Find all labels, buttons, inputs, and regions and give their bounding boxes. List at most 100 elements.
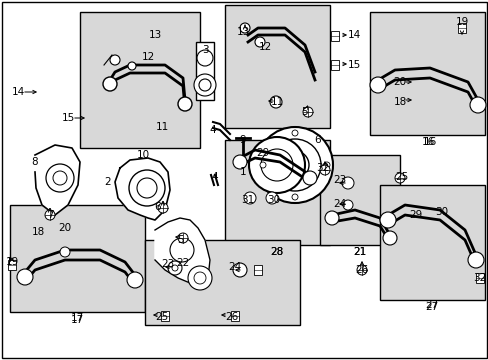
- Text: 3: 3: [201, 45, 208, 55]
- Text: 23: 23: [161, 259, 174, 269]
- Text: 24: 24: [228, 262, 241, 272]
- Text: 20: 20: [393, 77, 406, 87]
- Polygon shape: [155, 218, 209, 285]
- Text: 14: 14: [346, 30, 360, 40]
- Circle shape: [261, 149, 292, 181]
- Text: 18: 18: [31, 227, 44, 237]
- Circle shape: [291, 194, 297, 200]
- Circle shape: [469, 97, 485, 113]
- Circle shape: [158, 203, 168, 213]
- Text: 1: 1: [239, 167, 246, 177]
- Bar: [224, 140, 329, 245]
- Text: 11: 11: [270, 97, 283, 107]
- Text: 8: 8: [32, 157, 38, 167]
- Circle shape: [260, 162, 265, 168]
- Text: 14: 14: [11, 87, 24, 97]
- Circle shape: [382, 231, 396, 245]
- Text: 29: 29: [408, 210, 422, 220]
- Circle shape: [199, 79, 210, 91]
- Text: 13: 13: [236, 27, 249, 37]
- Circle shape: [257, 127, 332, 203]
- Circle shape: [379, 212, 395, 228]
- Circle shape: [232, 263, 246, 277]
- Text: 25: 25: [155, 312, 168, 322]
- Text: 18: 18: [392, 97, 406, 107]
- Circle shape: [194, 74, 216, 96]
- Text: 16: 16: [423, 137, 436, 147]
- Circle shape: [168, 261, 182, 275]
- Circle shape: [265, 192, 278, 204]
- Text: 7: 7: [46, 210, 53, 220]
- Circle shape: [45, 210, 55, 220]
- Bar: [80, 12, 200, 148]
- Text: 19: 19: [5, 257, 19, 267]
- Text: 10: 10: [136, 150, 149, 160]
- Text: 5: 5: [301, 107, 307, 117]
- Text: 17: 17: [70, 315, 83, 325]
- Text: 26: 26: [355, 265, 368, 275]
- Text: 11: 11: [155, 122, 168, 132]
- Circle shape: [303, 107, 312, 117]
- Circle shape: [178, 233, 187, 243]
- Circle shape: [172, 265, 178, 271]
- Text: 22: 22: [176, 258, 189, 268]
- Text: 30: 30: [434, 207, 447, 217]
- Bar: [196, 42, 214, 100]
- Text: 21: 21: [353, 247, 366, 257]
- Circle shape: [53, 171, 67, 185]
- Circle shape: [268, 139, 320, 191]
- Text: 12: 12: [258, 42, 271, 52]
- Polygon shape: [115, 158, 170, 220]
- Circle shape: [240, 23, 249, 33]
- Bar: [10, 205, 145, 312]
- Bar: [8, 260, 16, 270]
- Bar: [253, 265, 262, 275]
- Bar: [161, 311, 169, 321]
- Text: 16: 16: [421, 137, 434, 147]
- Bar: [457, 23, 465, 33]
- Circle shape: [187, 266, 212, 290]
- Bar: [475, 273, 483, 283]
- Circle shape: [324, 162, 329, 168]
- Text: 27: 27: [425, 302, 438, 312]
- Circle shape: [291, 130, 297, 136]
- Text: 31: 31: [241, 195, 254, 205]
- Circle shape: [254, 37, 264, 47]
- Circle shape: [110, 55, 120, 65]
- Bar: [330, 31, 338, 41]
- Circle shape: [232, 155, 246, 169]
- Bar: [224, 5, 329, 128]
- Text: 19: 19: [454, 17, 468, 27]
- Circle shape: [60, 247, 70, 257]
- Text: 21: 21: [353, 247, 366, 257]
- Text: 25: 25: [395, 172, 408, 182]
- Circle shape: [319, 165, 329, 175]
- Bar: [319, 155, 399, 245]
- Circle shape: [369, 77, 385, 93]
- Text: 15: 15: [346, 60, 360, 70]
- Bar: [230, 311, 239, 321]
- Text: 13: 13: [148, 30, 162, 40]
- Text: 15: 15: [61, 113, 75, 123]
- Text: 6: 6: [314, 135, 321, 145]
- Text: 5: 5: [176, 235, 183, 245]
- Circle shape: [46, 164, 74, 192]
- Circle shape: [342, 200, 352, 210]
- Circle shape: [103, 77, 117, 91]
- Polygon shape: [35, 145, 80, 215]
- Circle shape: [281, 151, 308, 179]
- Text: 17: 17: [70, 313, 83, 323]
- Circle shape: [244, 192, 256, 204]
- Circle shape: [269, 96, 282, 108]
- Text: 30: 30: [267, 195, 280, 205]
- Circle shape: [194, 272, 205, 284]
- Text: 32: 32: [472, 273, 486, 283]
- Text: 28: 28: [270, 247, 283, 257]
- Circle shape: [128, 62, 136, 70]
- Text: 28: 28: [270, 247, 283, 257]
- Circle shape: [197, 50, 213, 66]
- Text: 32: 32: [316, 163, 329, 173]
- Text: 29: 29: [256, 148, 269, 158]
- Circle shape: [17, 269, 33, 285]
- Circle shape: [356, 265, 366, 275]
